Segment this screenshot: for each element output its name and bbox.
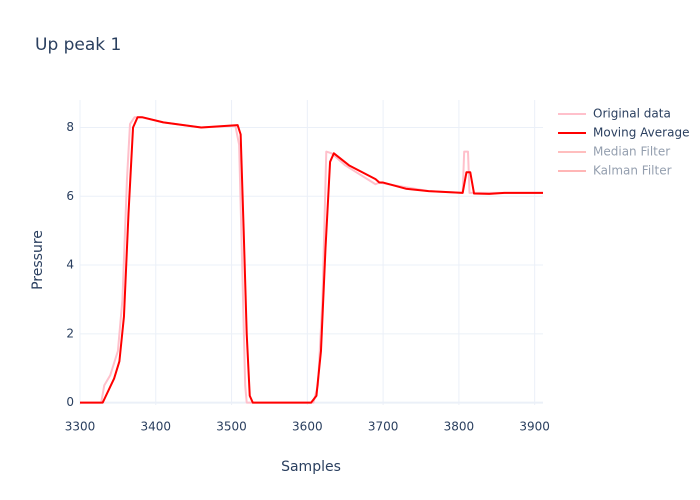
x-axis-title: Samples bbox=[281, 459, 341, 475]
y-tick-label: 0 bbox=[66, 395, 74, 409]
data-line bbox=[80, 116, 543, 404]
legend-label: Moving Average bbox=[593, 126, 689, 140]
x-tick-label: 3700 bbox=[368, 420, 399, 434]
legend-label: Kalman Filter bbox=[593, 164, 672, 178]
y-axis-title: Pressure bbox=[30, 230, 46, 290]
legend-label: Original data bbox=[593, 107, 671, 121]
y-tick-label: 4 bbox=[66, 258, 74, 272]
legend-label: Median Filter bbox=[593, 145, 670, 159]
x-tick-label: 3300 bbox=[65, 420, 96, 434]
y-tick-label: 2 bbox=[66, 326, 74, 340]
legend-item[interactable]: Original data bbox=[558, 107, 671, 121]
x-tick-label: 3800 bbox=[444, 420, 475, 434]
chart-title: Up peak 1 bbox=[35, 35, 121, 55]
legend-item[interactable]: Median Filter bbox=[558, 145, 670, 159]
plot-area bbox=[80, 116, 543, 404]
legend: Original data Moving Average Median Filter… bbox=[558, 107, 689, 178]
y-tick-label: 6 bbox=[66, 189, 74, 203]
x-tick-label: 3500 bbox=[216, 420, 247, 434]
y-tick-label: 8 bbox=[66, 120, 74, 134]
x-tick-label: 3900 bbox=[519, 420, 550, 434]
x-tick-label: 3600 bbox=[292, 420, 323, 434]
x-tick-label: 3400 bbox=[141, 420, 172, 434]
legend-item[interactable]: Kalman Filter bbox=[558, 164, 672, 178]
grid: 0 2 4 6 8 3300 3400 3500 3600 3700 3800 3900 bbox=[65, 100, 550, 434]
legend-item[interactable]: Moving Average bbox=[558, 126, 689, 140]
